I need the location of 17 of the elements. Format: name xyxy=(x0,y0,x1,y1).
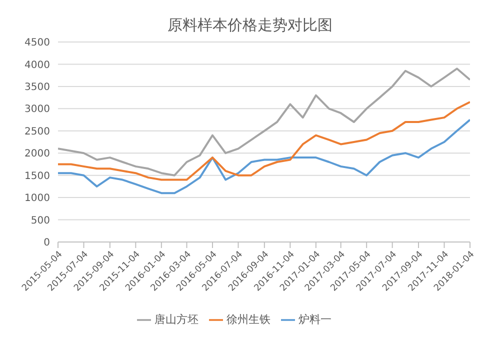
chart-title: 原料样本价格走势对比图 xyxy=(166,15,334,36)
line-series xyxy=(58,101,470,181)
y-tick-label: 3000 xyxy=(24,104,50,116)
legend-label: 徐州生铁 xyxy=(226,313,270,326)
y-tick-label: 2000 xyxy=(24,148,50,160)
line-series xyxy=(58,118,470,194)
legend-label: 炉料一 xyxy=(298,313,332,326)
y-tick-label: 1000 xyxy=(24,193,50,204)
y-tick-label: 0 xyxy=(44,238,50,249)
line-series xyxy=(58,68,470,176)
y-tick-label: 1500 xyxy=(24,170,50,182)
y-tick-label: 4000 xyxy=(24,60,50,71)
y-tick-label: 2500 xyxy=(24,126,50,138)
y-tick-label: 4500 xyxy=(24,38,50,49)
y-tick-label: 3500 xyxy=(24,82,50,93)
legend-label: 唐山方坯 xyxy=(154,313,198,326)
y-tick-label: 500 xyxy=(30,215,50,226)
